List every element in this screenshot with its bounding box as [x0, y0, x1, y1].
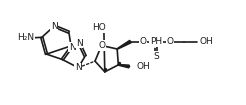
Text: H₂N: H₂N	[17, 33, 34, 42]
Text: S: S	[153, 52, 159, 61]
Text: N: N	[51, 22, 58, 31]
Text: PH: PH	[150, 37, 162, 46]
Text: N: N	[76, 39, 82, 48]
Text: O: O	[167, 37, 174, 46]
Text: N: N	[69, 43, 76, 52]
Text: OH: OH	[200, 37, 214, 46]
Polygon shape	[117, 40, 131, 49]
Polygon shape	[118, 64, 129, 68]
Text: HO: HO	[92, 23, 105, 32]
Text: O: O	[98, 41, 105, 50]
Text: O: O	[139, 37, 146, 46]
Text: N: N	[75, 63, 82, 72]
Text: OH: OH	[136, 62, 150, 71]
